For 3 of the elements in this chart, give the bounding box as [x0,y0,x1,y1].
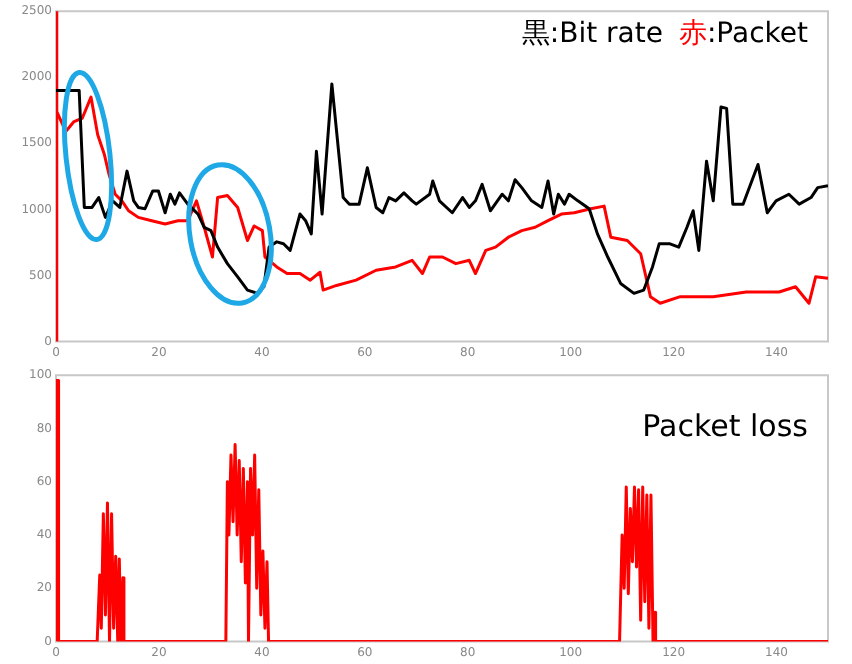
text: 黒:Bit rate [521,18,663,50]
text: 赤:Packet [678,18,808,50]
text: Packet loss [642,408,808,444]
